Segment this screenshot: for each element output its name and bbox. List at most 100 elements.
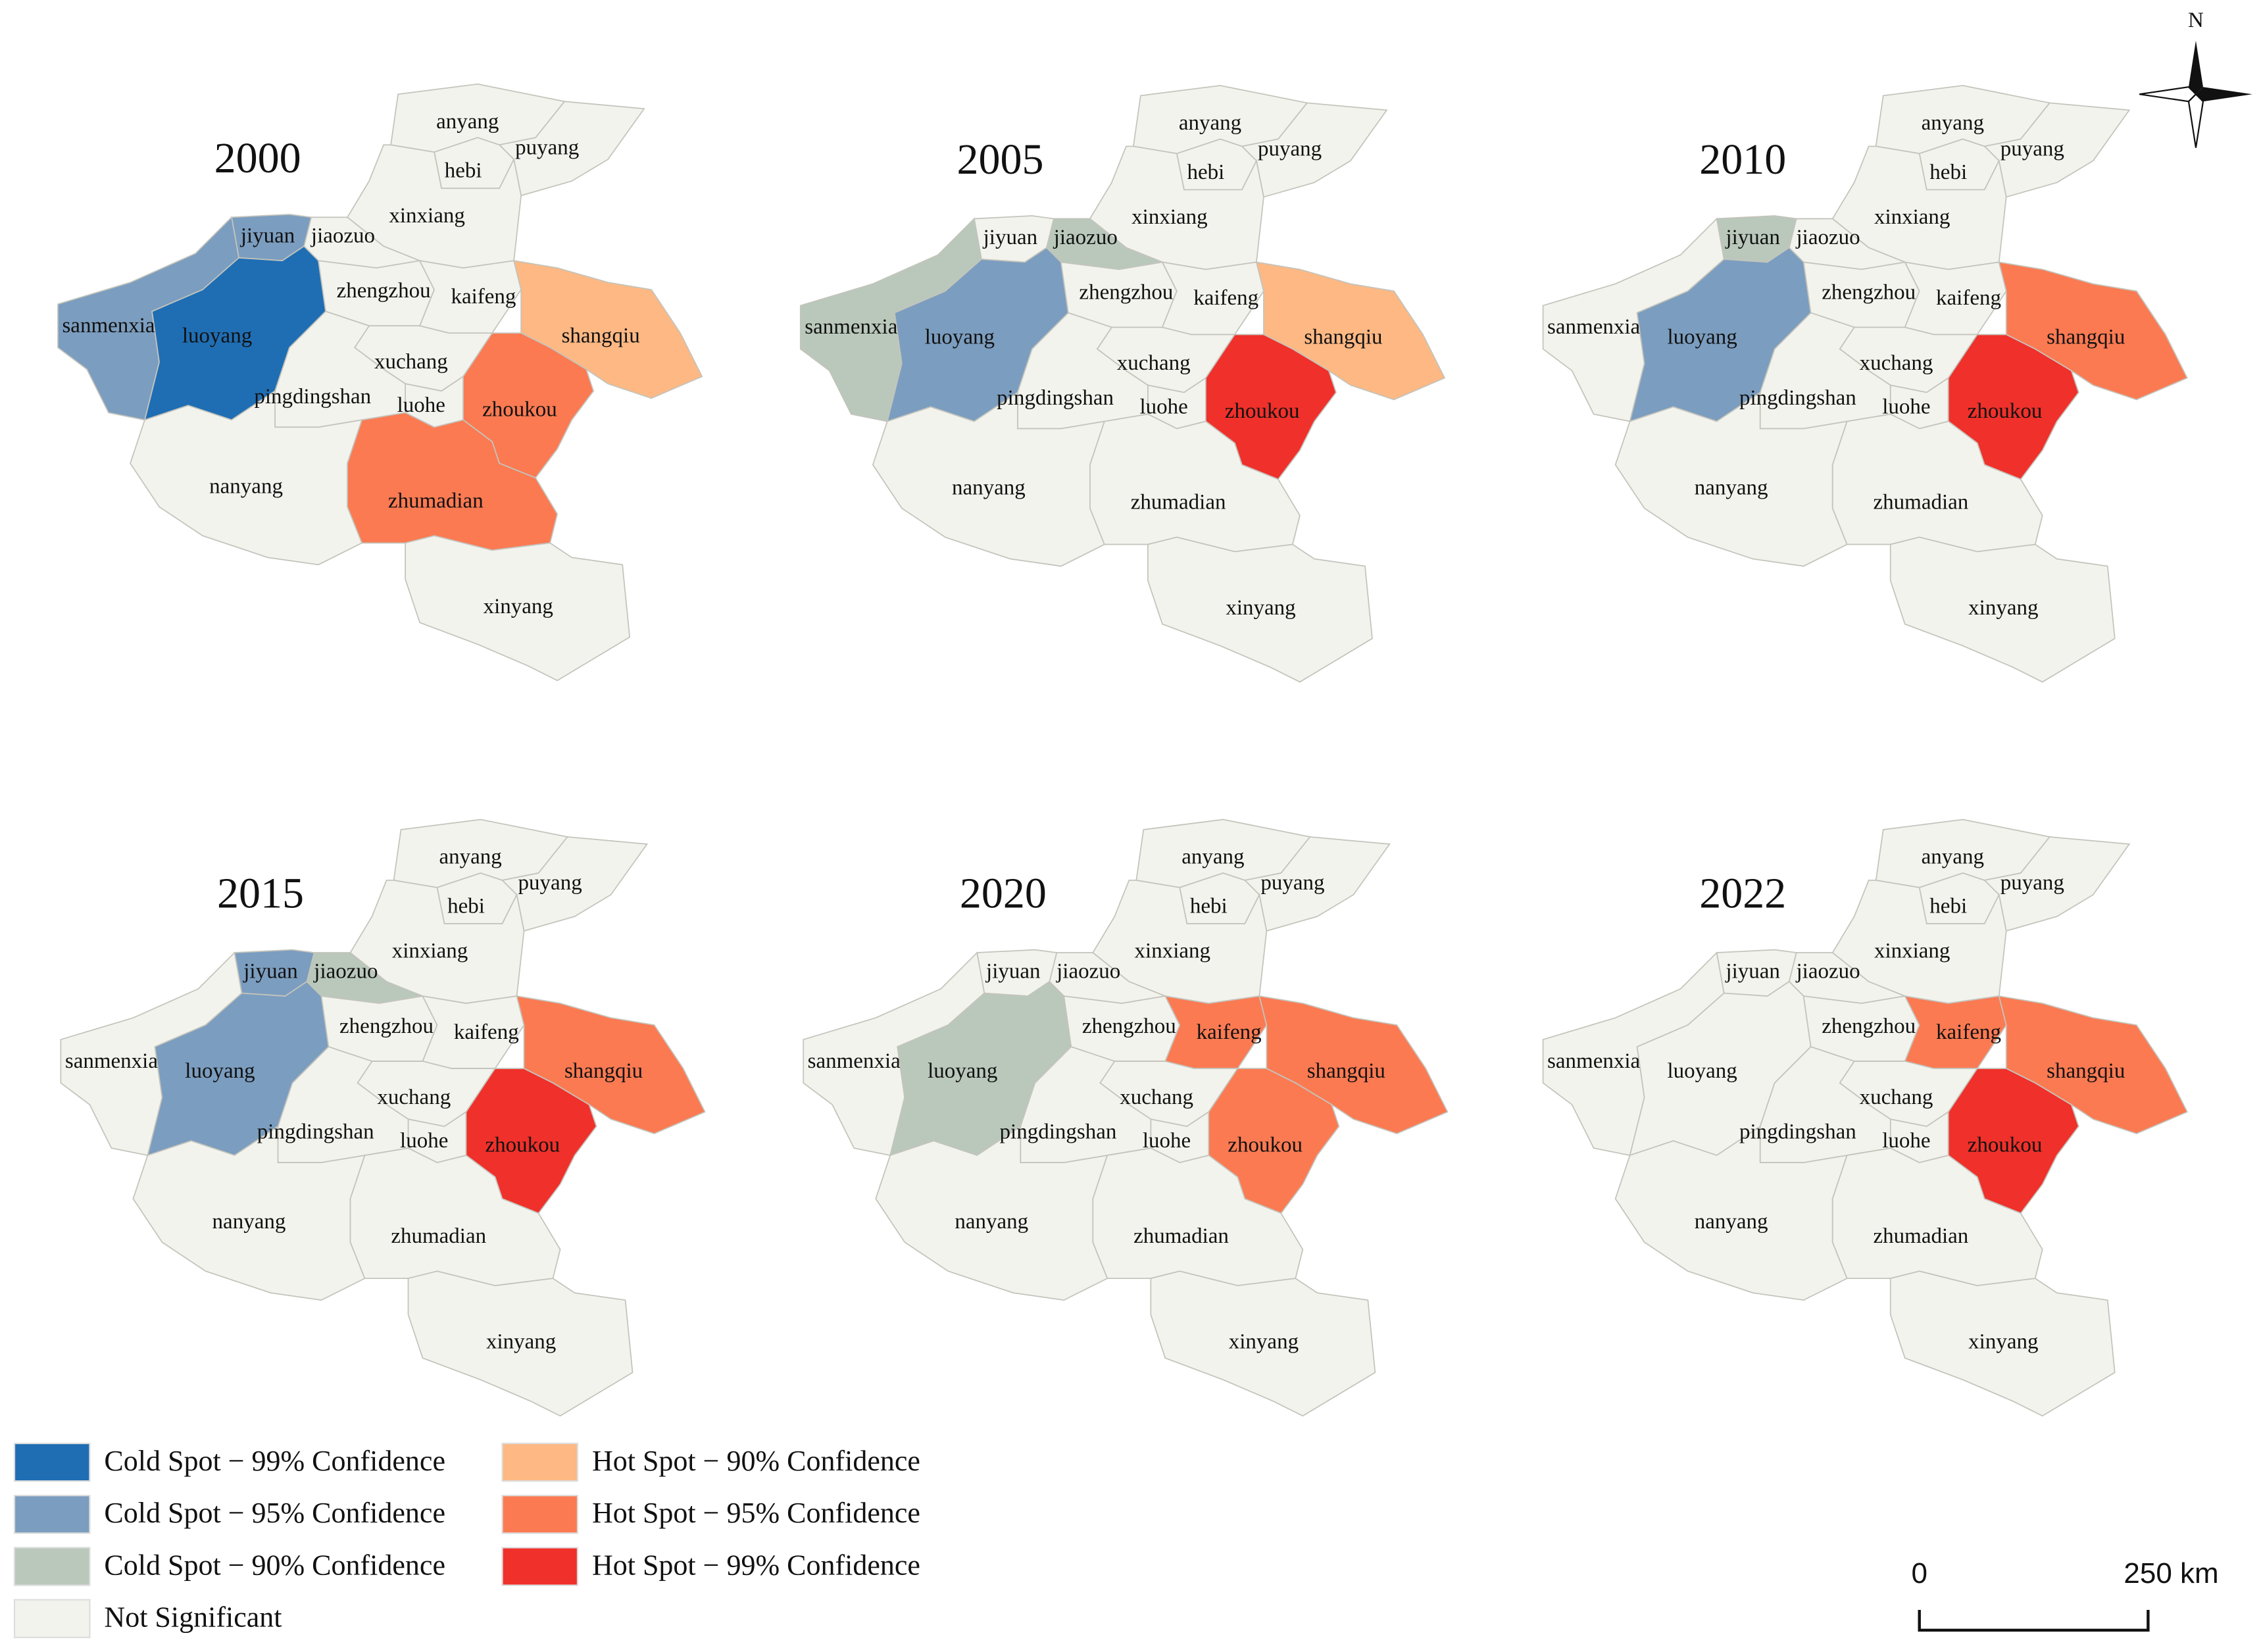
city-label: jiyuan — [985, 959, 1040, 983]
city-label: luohe — [1882, 395, 1930, 418]
city-label: zhengzhou — [1822, 280, 1916, 304]
city-label: luoyang — [182, 324, 252, 347]
city-label: zhumadian — [1133, 1224, 1229, 1248]
city-label: xinxiang — [389, 204, 464, 228]
city-region — [1092, 1147, 1304, 1287]
city-label: xinyang — [484, 595, 553, 618]
city-label: puyang — [515, 136, 579, 159]
city-label: hebi — [447, 894, 485, 918]
city-label: puyang — [2000, 138, 2064, 161]
legend-label: Hot Spot − 95% Confidence — [592, 1497, 920, 1529]
year-title: 2005 — [957, 136, 1043, 184]
city-region — [405, 535, 631, 682]
year-title: 2020 — [960, 870, 1047, 918]
city-region — [1147, 536, 1373, 683]
city-label: xinxiang — [1874, 205, 1950, 229]
city-label: puyang — [2000, 871, 2064, 895]
city-label: zhoukou — [485, 1133, 560, 1157]
map-panel: 2005 anyang puyang hebi xinxiang jiaozuo jiyua… — [799, 85, 1446, 683]
city-label: jiyuan — [1725, 226, 1779, 249]
city-label: zhumadian — [1131, 490, 1226, 514]
city-label: jiaozuo — [1056, 959, 1120, 983]
city-region — [407, 1270, 634, 1417]
city-label: luoyang — [1667, 1059, 1737, 1083]
city-label: xuchang — [1120, 1086, 1193, 1109]
city-label: xinyang — [1968, 1330, 2038, 1354]
city-label: jiaozuo — [313, 959, 378, 983]
city-label: xuchang — [1860, 351, 1933, 375]
city-label: zhoukou — [1968, 1133, 2043, 1157]
city-label: anyang — [1922, 845, 1984, 869]
city-label: puyang — [518, 871, 582, 895]
city-label: hebi — [1929, 161, 1967, 184]
year-title: 2015 — [217, 870, 304, 918]
legend-label: Hot Spot − 90% Confidence — [592, 1445, 920, 1477]
city-label: puyang — [1260, 871, 1324, 895]
city-label: kaifeng — [1936, 1020, 2001, 1044]
city-label: zhengzhou — [1082, 1014, 1176, 1038]
city-label: sanmenxia — [1547, 315, 1640, 339]
city-label: hebi — [1187, 161, 1225, 184]
city-label: pingdingshan — [257, 1120, 374, 1144]
city-region — [1831, 413, 2043, 553]
city-label: kaifeng — [1193, 286, 1258, 310]
city-label: anyang — [1922, 111, 1984, 135]
north-label: N — [2188, 9, 2204, 32]
legend-label: Cold Spot − 99% Confidence — [104, 1445, 445, 1477]
legend-swatch — [13, 1547, 91, 1586]
city-label: xinyang — [1229, 1330, 1299, 1354]
city-label: shangqiu — [1304, 326, 1382, 349]
north-arrow: N — [2139, 9, 2252, 148]
city-label: pingdingshan — [1739, 386, 1856, 410]
city-label: zhumadian — [1874, 1224, 1969, 1248]
city-label: luoyang — [185, 1059, 255, 1083]
map-panel: 2020 anyang puyang hebi xinxiang jiaozuo jiyua… — [803, 818, 1449, 1417]
city-label: luohe — [1882, 1129, 1930, 1153]
city-label: zhoukou — [1225, 399, 1300, 423]
legend-swatch — [501, 1442, 579, 1482]
legend-label: Hot Spot − 99% Confidence — [592, 1549, 920, 1581]
year-title: 2000 — [214, 134, 301, 182]
city-label: xuchang — [377, 1086, 451, 1109]
city-label: shangqiu — [562, 324, 640, 347]
city-label: nanyang — [209, 474, 283, 498]
city-label: zhumadian — [1874, 490, 1969, 514]
city-label: luohe — [1139, 395, 1187, 418]
city-label: luohe — [397, 393, 445, 417]
city-region — [1831, 1147, 2043, 1287]
city-label: jiaozuo — [1796, 959, 1860, 983]
city-label: pingdingshan — [1739, 1120, 1856, 1144]
city-label: luoyang — [1667, 326, 1737, 349]
city-region — [1089, 413, 1301, 553]
city-label: shangqiu — [2047, 326, 2125, 349]
map-panel: 2000 anyang puyang hebi xinxiang jiaozuo jiyua… — [57, 83, 703, 682]
city-label: xinyang — [486, 1330, 556, 1354]
city-label: jiaozuo — [1796, 226, 1860, 249]
city-label: anyang — [1181, 845, 1244, 869]
city-label: luohe — [1143, 1129, 1191, 1153]
city-label: zhoukou — [1968, 399, 2043, 423]
map-panel: 2010 anyang puyang hebi xinxiang jiaozuo jiyua… — [1542, 85, 2188, 683]
city-label: zhumadian — [388, 489, 484, 513]
legend-label: Cold Spot − 95% Confidence — [104, 1497, 445, 1529]
city-label: zhengzhou — [1079, 280, 1173, 304]
city-label: xinxiang — [1874, 939, 1950, 963]
city-label: jiyuan — [1725, 959, 1779, 983]
city-label: sanmenxia — [62, 314, 155, 338]
city-label: puyang — [1258, 138, 1322, 161]
city-label: xuchang — [1117, 351, 1191, 375]
city-label: nanyang — [1695, 476, 1768, 499]
map-panel: 2022 anyang puyang hebi xinxiang jiaozuo jiyua… — [1542, 818, 2188, 1417]
city-label: hebi — [445, 159, 482, 183]
legend-label: Not Significant — [104, 1601, 282, 1634]
city-label: xinxiang — [392, 939, 468, 963]
city-label: luoyang — [925, 326, 995, 349]
city-label: nanyang — [955, 1210, 1028, 1234]
city-region — [1889, 536, 2116, 683]
city-label: anyang — [436, 110, 499, 134]
scale-end: 250 km — [2124, 1557, 2218, 1589]
city-label: xinyang — [1968, 596, 2038, 620]
city-label: jiyuan — [243, 959, 297, 983]
city-label: xuchang — [374, 350, 448, 374]
city-label: sanmenxia — [1547, 1049, 1640, 1073]
